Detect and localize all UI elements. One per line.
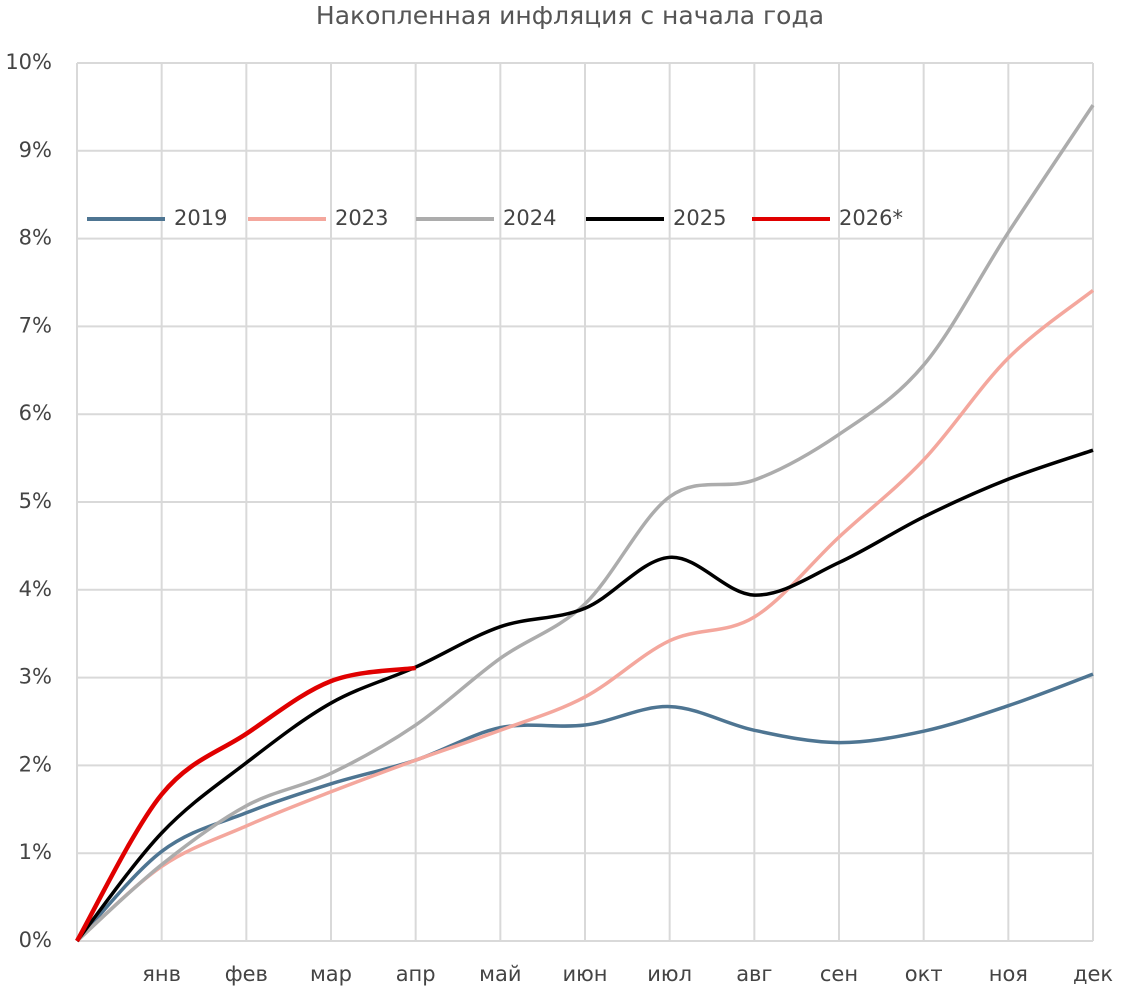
x-tick-label: окт [905, 962, 943, 986]
x-tick-label: янв [142, 962, 181, 986]
line-series [75, 665, 417, 943]
line-series [75, 448, 1094, 943]
legend-label: 2025 [673, 206, 726, 230]
line-series [75, 289, 1095, 943]
x-tick-label: ноя [989, 962, 1028, 986]
legend-label: 2023 [335, 206, 388, 230]
legend-label: 2019 [174, 206, 227, 230]
y-tick-label: 2% [19, 752, 52, 776]
x-tick-label: авг [736, 962, 772, 986]
y-tick-label: 9% [19, 138, 52, 162]
y-tick-label: 6% [19, 401, 52, 425]
x-tick-label: сен [820, 962, 858, 986]
y-tick-label: 7% [19, 313, 52, 337]
y-tick-label: 8% [19, 226, 52, 250]
x-tick-label: фев [225, 962, 268, 986]
y-tick-label: 0% [19, 928, 52, 952]
line-series [75, 672, 1094, 943]
line-series [75, 104, 1095, 943]
y-tick-label: 3% [19, 665, 52, 689]
y-tick-label: 1% [19, 840, 52, 864]
x-tick-label: июн [562, 962, 607, 986]
y-tick-label: 5% [19, 489, 52, 513]
x-tick-label: мар [310, 962, 352, 986]
chart-title: Накопленная инфляция с начала года [316, 1, 824, 30]
x-tick-label: май [479, 962, 521, 986]
x-tick-label: апр [396, 962, 436, 986]
legend-label: 2026* [839, 206, 903, 230]
x-tick-label: дек [1073, 962, 1113, 986]
x-tick-label: июл [647, 962, 692, 986]
y-tick-label: 10% [5, 50, 52, 74]
legend-label: 2024 [503, 206, 556, 230]
y-tick-label: 4% [19, 577, 52, 601]
